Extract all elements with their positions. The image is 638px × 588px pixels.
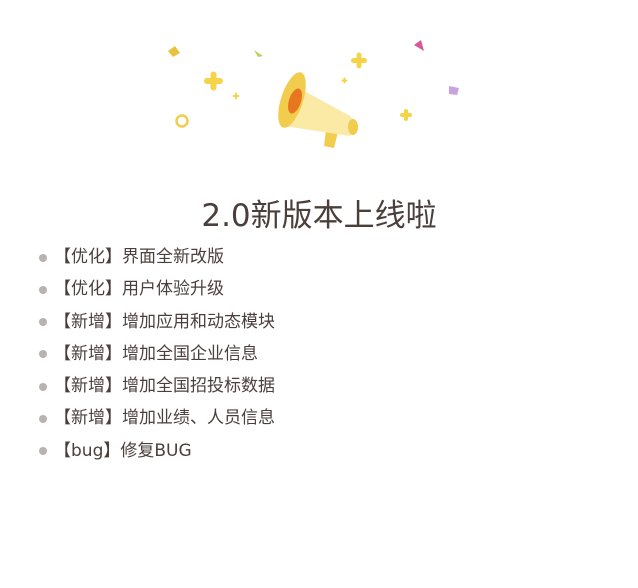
megaphone-icon	[168, 40, 459, 148]
list-item: 【新增】增加全国企业信息	[38, 338, 275, 370]
list-item: 【新增】增加全国招投标数据	[38, 370, 275, 402]
list-item-label: 【优化】用户体验升级	[54, 279, 224, 300]
confetti-piece	[254, 50, 263, 57]
list-item: 【新增】增加业绩、人员信息	[38, 402, 275, 434]
bullet-icon	[39, 318, 47, 327]
bullet-icon	[39, 285, 47, 294]
bullet-icon	[39, 382, 47, 391]
dialog-title: 2.0新版本上线啦	[201, 197, 437, 234]
list-item: 【优化】界面全新改版	[38, 241, 275, 273]
confetti-piece	[449, 86, 459, 95]
bullet-icon	[39, 447, 47, 456]
list-item-label: 【新增】增加应用和动态模块	[54, 311, 275, 332]
sparkle-icon	[341, 77, 348, 84]
bullet-icon	[39, 350, 47, 359]
bullet-icon	[39, 414, 47, 423]
sparkle-icon	[204, 71, 223, 91]
list-item-label: 【新增】增加全国企业信息	[54, 343, 258, 364]
bullet-icon	[39, 253, 47, 262]
list-item-label: 【bug】修复BUG	[54, 440, 192, 461]
hero-illustration	[0, 0, 638, 170]
confetti-piece	[168, 46, 180, 57]
changelog-list: 【优化】界面全新改版 【优化】用户体验升级 【新增】增加应用和动态模块 【新增】…	[38, 241, 275, 467]
confetti-ring	[175, 114, 189, 128]
megaphone-handle	[324, 130, 338, 148]
sparkle-icon	[232, 92, 240, 100]
list-item: 【新增】增加应用和动态模块	[38, 306, 275, 338]
sparkle-icon	[351, 52, 367, 69]
list-item: 【优化】用户体验升级	[38, 273, 275, 305]
list-item-label: 【新增】增加全国招投标数据	[54, 376, 275, 397]
megaphone-tail	[348, 119, 358, 135]
list-item: 【bug】修复BUG	[38, 435, 275, 467]
list-item-label: 【新增】增加业绩、人员信息	[54, 408, 275, 429]
confetti-piece	[414, 40, 424, 51]
list-item-label: 【优化】界面全新改版	[54, 247, 224, 267]
megaphone-inner	[288, 88, 302, 114]
sparkle-icon	[400, 109, 412, 121]
